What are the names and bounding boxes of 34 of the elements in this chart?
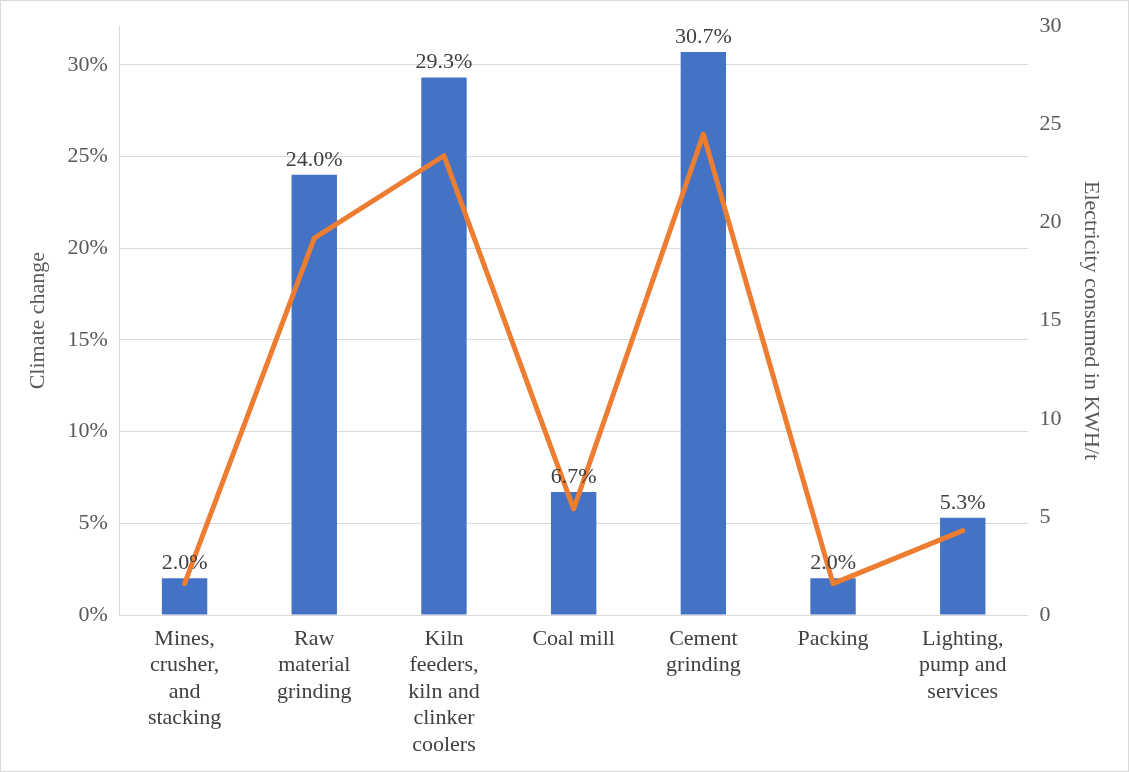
bar [940, 517, 986, 615]
bar [550, 492, 597, 615]
data-label: 29.3% [415, 48, 473, 74]
y2-tick-label: 10 [1039, 404, 1062, 430]
data-label: 30.7% [674, 22, 732, 48]
bar [291, 174, 337, 615]
y-tick-label: 5% [78, 509, 108, 535]
y2-tick-label: 30 [1039, 11, 1062, 37]
x-tick-label: Kiln feeders, kiln and clinker coolers [408, 624, 480, 756]
y-axis-title: Climate change [23, 251, 49, 390]
y-tick-label: 25% [67, 142, 108, 168]
bar [810, 578, 856, 615]
y-tick-label: 30% [67, 50, 108, 76]
x-tick-label: Mines, crusher, and stacking [147, 624, 222, 730]
data-label: 24.0% [285, 145, 343, 171]
y-tick-label: 20% [67, 233, 108, 259]
x-tick-label: Cement grinding [666, 624, 741, 677]
x-tick-label: Lighting, pump and services [919, 624, 1007, 703]
y2-tick-label: 25 [1039, 110, 1062, 136]
x-tick-label: Coal mill [532, 624, 615, 650]
bar [161, 578, 208, 615]
x-tick-label: Packing [797, 624, 869, 650]
y-tick-label: 15% [67, 325, 108, 351]
bar [680, 51, 727, 615]
y-tick-label: 0% [78, 600, 108, 626]
y2-tick-label: 20 [1039, 208, 1062, 234]
y2-tick-label: 15 [1039, 306, 1062, 332]
y2-axis-title: Electricity consumed in KWH/t [1080, 181, 1106, 461]
y2-tick-label: 0 [1039, 600, 1051, 626]
x-tick-label: Raw material grinding [276, 624, 352, 703]
y2-tick-label: 5 [1039, 502, 1051, 528]
data-label: 5.3% [939, 488, 986, 514]
bar [421, 77, 467, 615]
y-tick-label: 10% [67, 417, 108, 443]
